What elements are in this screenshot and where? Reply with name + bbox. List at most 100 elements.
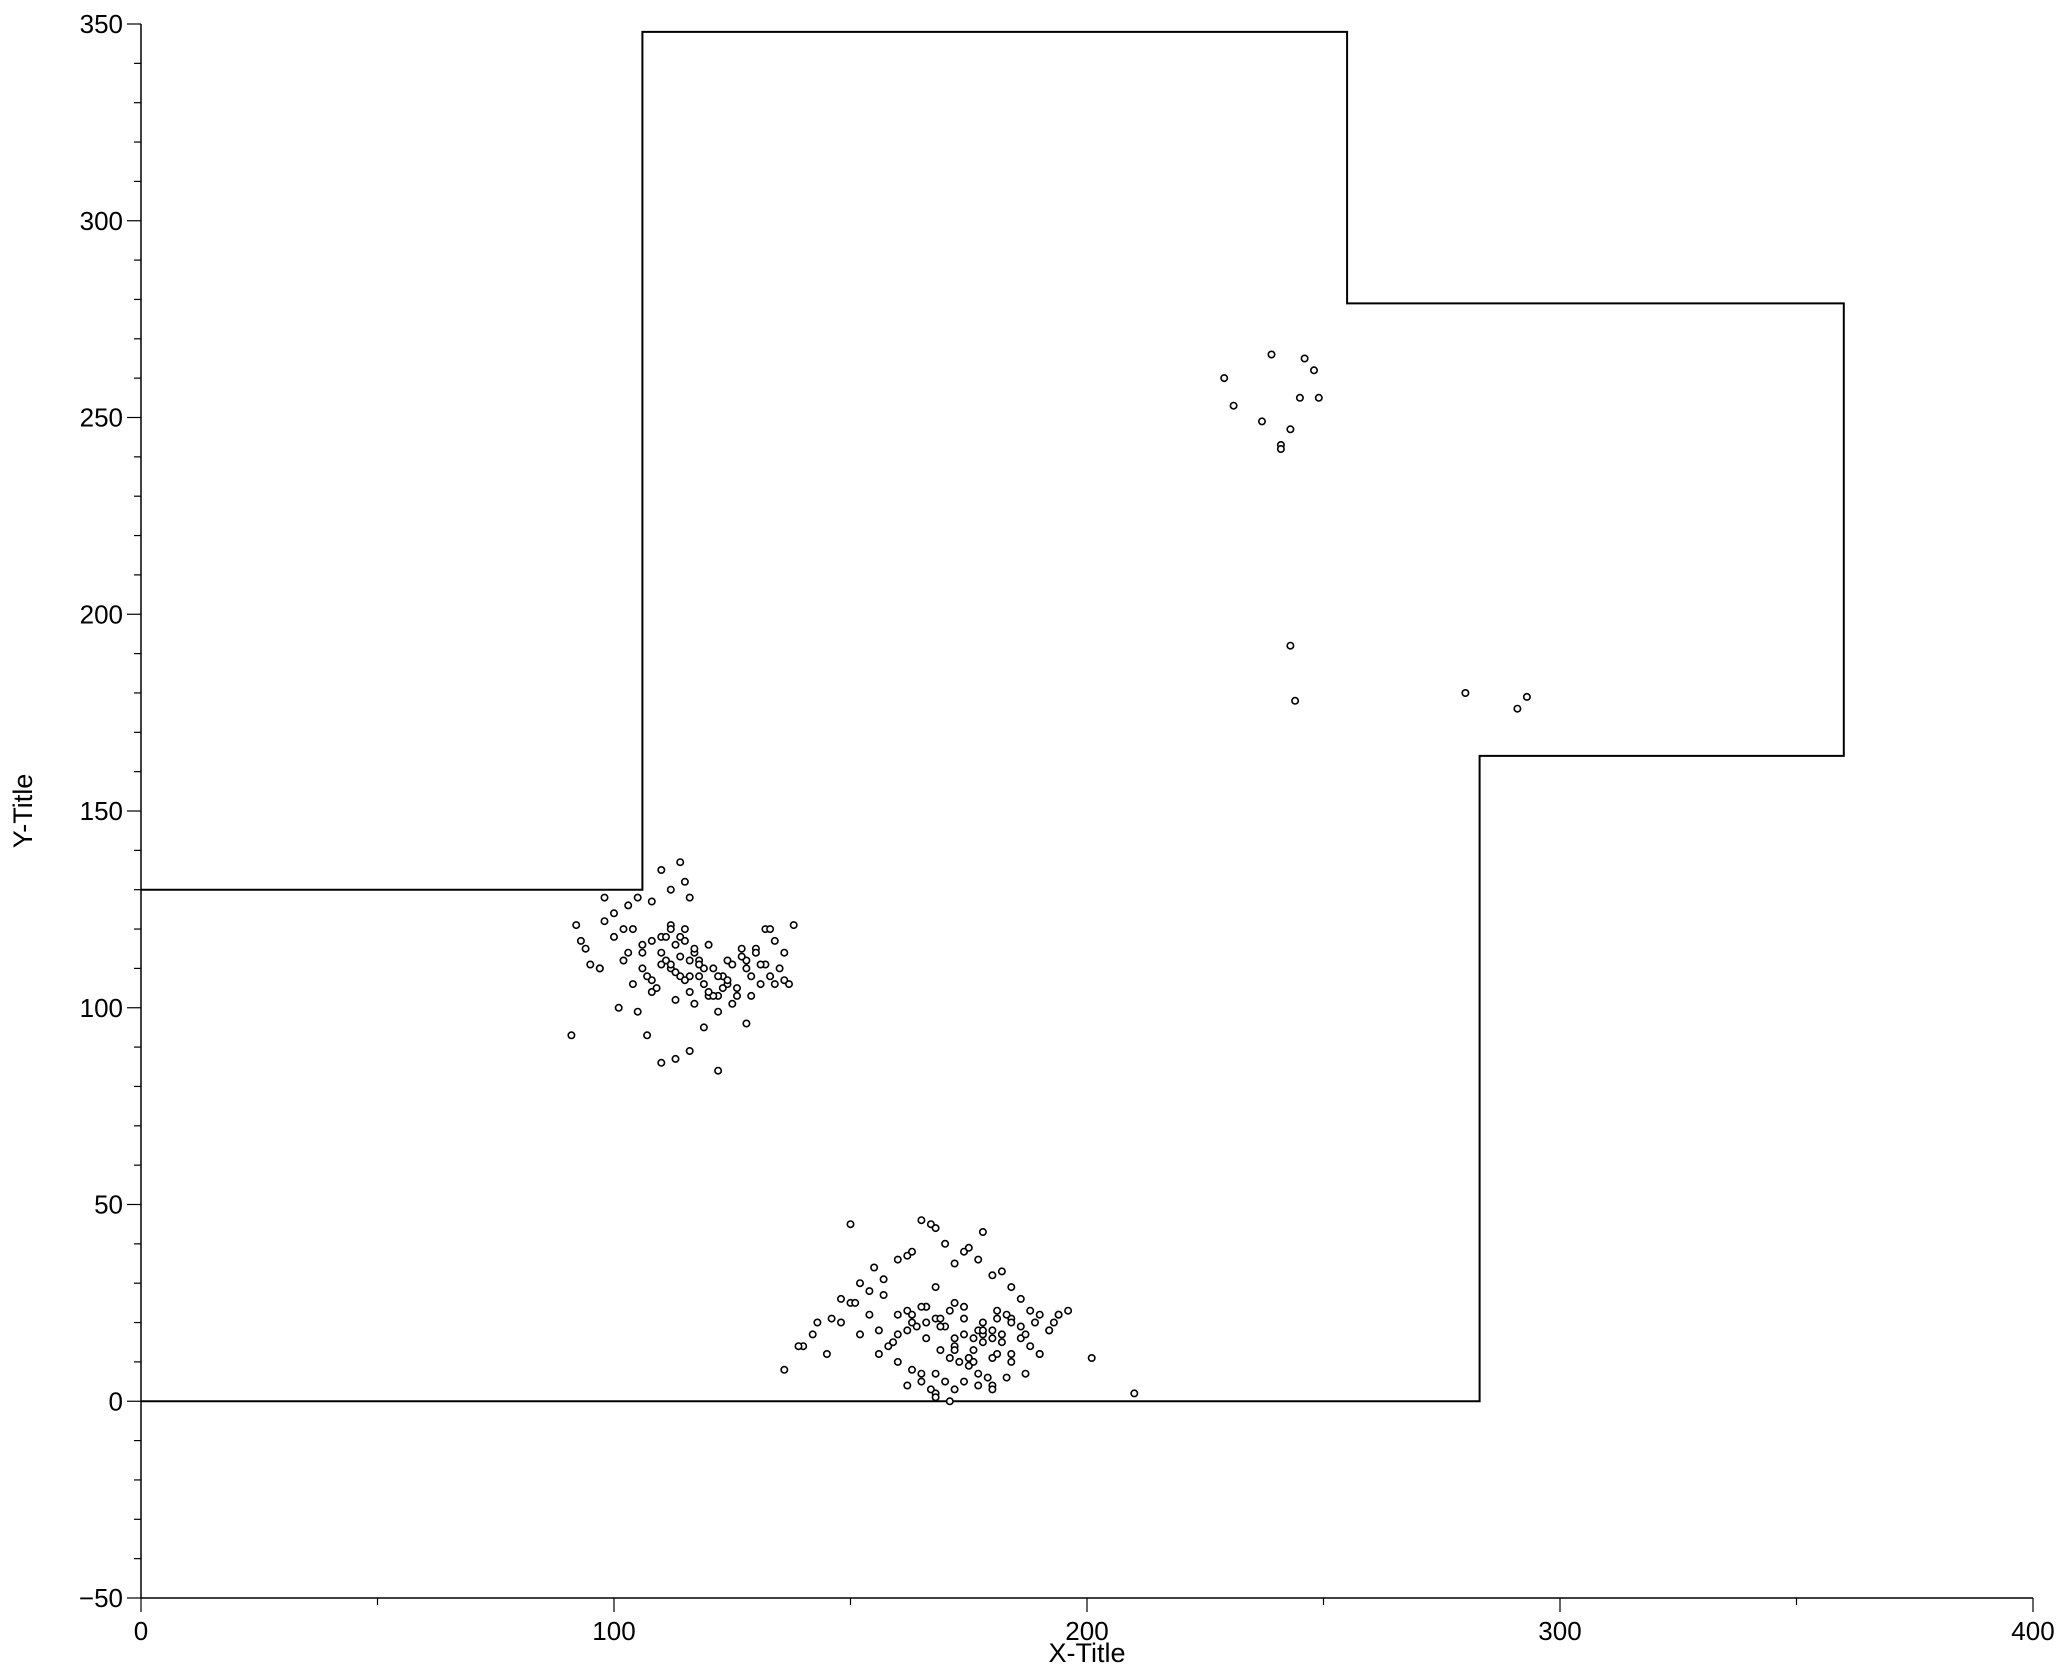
scatter-point [917, 1369, 926, 1378]
y-tick-label: 350 [80, 9, 123, 39]
scatter-point [907, 1365, 916, 1374]
scatter-point [870, 1263, 879, 1272]
scatter-point [747, 991, 756, 1000]
scatter-point [714, 972, 723, 981]
scatter-point [699, 980, 708, 989]
scatter-point [723, 976, 732, 985]
scatter-point [936, 1314, 945, 1323]
scatter-point [988, 1354, 997, 1363]
scatter-point [917, 1377, 926, 1386]
scatter-point [974, 1255, 983, 1264]
scatter-point [652, 984, 661, 993]
scatter-point [1267, 350, 1276, 359]
scatter-point [609, 909, 618, 918]
scatter-point [997, 1338, 1006, 1347]
scatter-point [737, 952, 746, 961]
scatter-point [988, 1334, 997, 1343]
scatter-point [931, 1283, 940, 1292]
scatter-point [1295, 393, 1304, 402]
scatter-point [1007, 1283, 1016, 1292]
scatter-point [1002, 1310, 1011, 1319]
scatter-point [1461, 688, 1470, 697]
scatter-point [997, 1267, 1006, 1276]
scatter-point [1522, 692, 1531, 701]
scatter-point [893, 1330, 902, 1339]
scatter-point [936, 1346, 945, 1355]
scatter-point [619, 956, 628, 965]
scatter-point [1049, 1318, 1058, 1327]
scatter-point [628, 980, 637, 989]
scatter-point [874, 1350, 883, 1359]
scatter-point [789, 921, 798, 930]
scatter-point [836, 1294, 845, 1303]
scatter-point [917, 1302, 926, 1311]
y-tick-label: 150 [80, 796, 123, 826]
scatter-point [728, 960, 737, 969]
scatter-point [1291, 696, 1300, 705]
scatter-point [657, 948, 666, 957]
scatter-point [922, 1334, 931, 1343]
scatter-point [680, 877, 689, 886]
scatter-point [959, 1330, 968, 1339]
scatter-point [1026, 1342, 1035, 1351]
scatter-point [732, 984, 741, 993]
scatter-point [690, 944, 699, 953]
scatter-point [941, 1377, 950, 1386]
scatter-point [988, 1326, 997, 1335]
scatter-point [766, 972, 775, 981]
scatter-point [1016, 1294, 1025, 1303]
scatter-point [1276, 444, 1285, 453]
scatter-point [993, 1306, 1002, 1315]
scatter-point [643, 1031, 652, 1040]
scatter-point [714, 1007, 723, 1016]
scatter-point [661, 932, 670, 941]
scatter-point [931, 1224, 940, 1233]
scatter-point [893, 1357, 902, 1366]
scatter-point [1064, 1306, 1073, 1315]
scatter-point [1300, 354, 1309, 363]
scatter-point [1021, 1330, 1030, 1339]
scatter-point [903, 1326, 912, 1335]
scatter-point [889, 1338, 898, 1347]
scatter-point [1054, 1310, 1063, 1319]
scatter-point [969, 1357, 978, 1366]
scatter-point [978, 1338, 987, 1347]
scatter-point [766, 925, 775, 934]
scatter-point [685, 987, 694, 996]
scatter-point [638, 940, 647, 949]
scatter-point [633, 893, 642, 902]
scatter-point [704, 987, 713, 996]
scatter-point [1229, 401, 1238, 410]
scatter-point [983, 1373, 992, 1382]
scatter-point [978, 1318, 987, 1327]
y-tick-label: 250 [80, 403, 123, 433]
scatter-point [907, 1310, 916, 1319]
scatter-point [676, 858, 685, 867]
scatter-point [993, 1314, 1002, 1323]
scatter-point [680, 976, 689, 985]
scatter-point [988, 1271, 997, 1280]
scatter-point [671, 1054, 680, 1063]
y-tick-label: 300 [80, 206, 123, 236]
scatter-point [628, 925, 637, 934]
scatter-point [1258, 417, 1267, 426]
scatter-point [751, 948, 760, 957]
scatter-point [699, 1023, 708, 1032]
scatter-point [950, 1334, 959, 1343]
scatter-point [945, 1354, 954, 1363]
scatter-point [997, 1330, 1006, 1339]
scatter-point [732, 991, 741, 1000]
scatter-point [747, 972, 756, 981]
scatter-point [657, 865, 666, 874]
y-tick-label: 0 [109, 1386, 123, 1416]
scatter-point [784, 980, 793, 989]
scatter-point [922, 1318, 931, 1327]
points-layer [567, 350, 1531, 1406]
scatter-point [728, 999, 737, 1008]
scatter-point [879, 1275, 888, 1284]
scatter-point [1007, 1350, 1016, 1359]
y-tick-label: 50 [94, 1190, 123, 1220]
scatter-point [657, 960, 666, 969]
scatter-point [624, 901, 633, 910]
scatter-point [572, 921, 581, 930]
